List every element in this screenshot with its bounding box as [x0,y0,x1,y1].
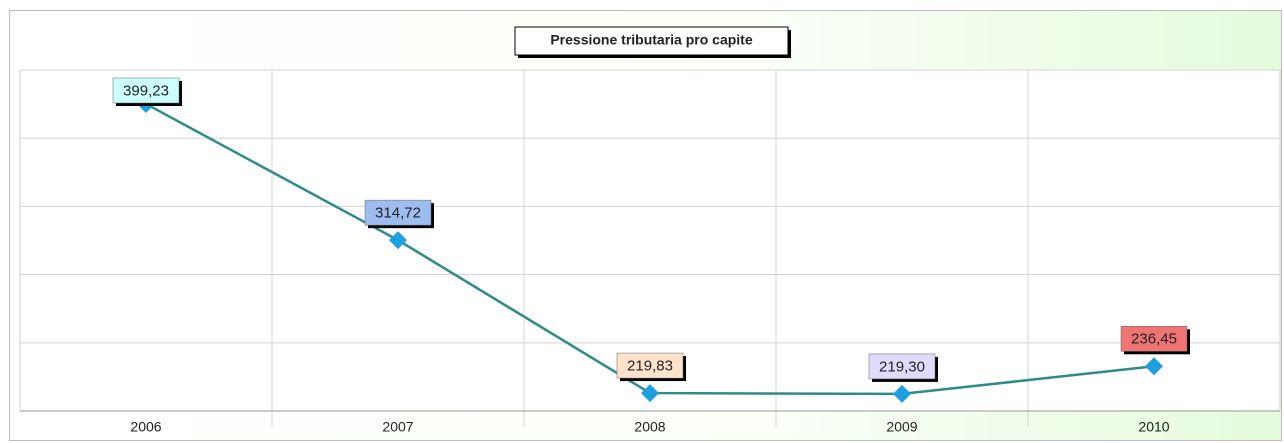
data-label: 236,45 [1131,331,1177,348]
label-box [616,352,684,379]
label-box [364,199,432,226]
x-tick-label: 2007 [382,419,413,435]
x-tick-label: 2010 [1138,419,1169,435]
label-box [112,77,180,104]
marker [1145,357,1163,376]
label-box [1120,326,1188,352]
x-tick-label: 2008 [634,419,665,435]
data-label: 219,30 [879,358,925,375]
x-tick-label: 2009 [886,419,917,435]
chart-title: Pressione tributaria pro capite [550,32,752,48]
marker [893,384,911,403]
data-label: 399,23 [123,82,169,99]
label-box [868,353,936,380]
x-tick-label: 2006 [130,419,161,435]
data-label: 314,72 [375,205,421,222]
marker [389,231,407,250]
marker [641,384,659,403]
data-label: 219,83 [627,358,673,375]
title-box [514,26,789,56]
